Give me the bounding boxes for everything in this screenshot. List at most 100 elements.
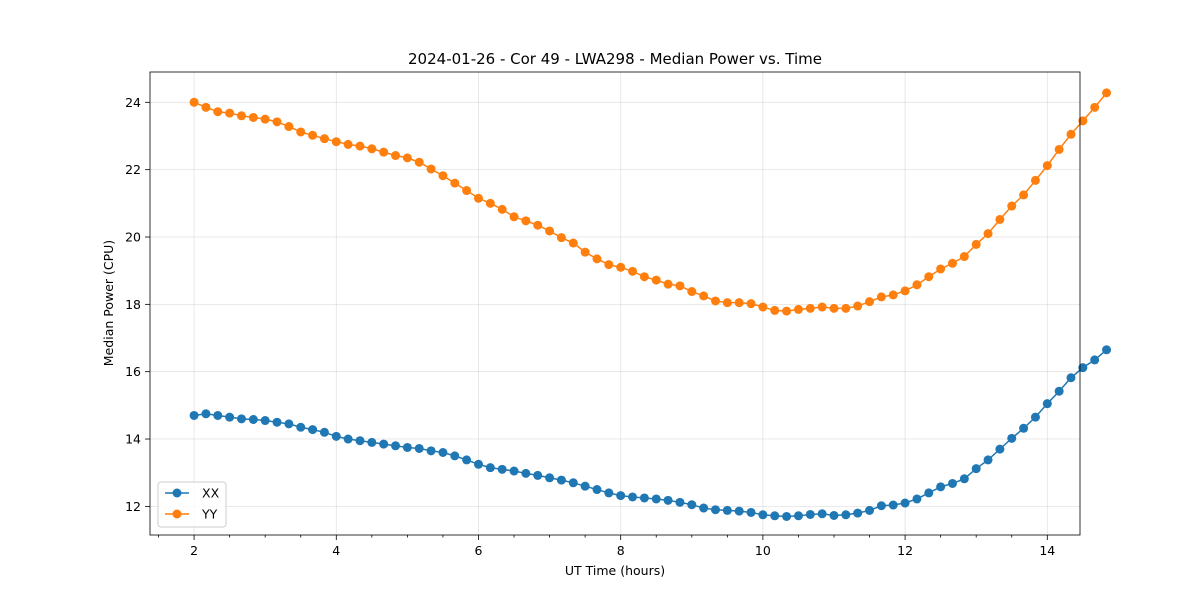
- data-point-yy: [450, 178, 460, 188]
- data-point-xx: [782, 511, 792, 521]
- data-point-yy: [959, 252, 969, 262]
- data-point-yy: [319, 134, 329, 144]
- data-point-yy: [1090, 102, 1100, 112]
- data-point-xx: [817, 509, 827, 519]
- data-point-yy: [746, 299, 756, 309]
- data-point-xx: [355, 436, 365, 446]
- data-point-xx: [450, 451, 460, 461]
- data-point-xx: [260, 416, 270, 426]
- y-tick-label: 16: [125, 364, 141, 379]
- data-point-xx: [473, 459, 483, 469]
- x-tick-label: 14: [1039, 543, 1055, 558]
- y-axis: 12 14 16 18 20 22 24: [125, 95, 150, 514]
- y-axis-label: Median Power (CPU): [101, 240, 116, 366]
- chart-title: 2024-01-26 - Cor 49 - LWA298 - Median Po…: [408, 50, 822, 68]
- data-point-yy: [663, 279, 673, 289]
- data-point-xx: [722, 505, 732, 515]
- data-point-yy: [687, 287, 697, 297]
- data-point-yy: [438, 171, 448, 181]
- data-point-xx: [616, 491, 626, 501]
- data-point-yy: [580, 247, 590, 257]
- data-point-yy: [710, 296, 720, 306]
- data-point-xx: [248, 415, 258, 424]
- data-point-xx: [758, 510, 768, 520]
- data-point-yy: [379, 147, 389, 157]
- data-point-xx: [888, 500, 898, 510]
- grid: [150, 72, 1080, 535]
- legend-entry-xx[interactable]: XX: [165, 486, 220, 501]
- data-point-yy: [722, 298, 732, 308]
- data-point-yy: [485, 198, 495, 208]
- data-point-xx: [959, 474, 969, 484]
- data-point-xx: [379, 439, 389, 449]
- data-point-xx: [391, 441, 401, 451]
- legend-entry-yy[interactable]: YY: [165, 507, 218, 522]
- plot-frame: [149, 71, 1081, 536]
- data-point-xx: [319, 427, 329, 437]
- data-point-yy: [1007, 201, 1017, 211]
- data-point-xx: [1078, 363, 1088, 373]
- data-point-xx: [734, 506, 744, 516]
- data-point-xx: [793, 511, 803, 521]
- data-point-yy: [675, 281, 685, 291]
- data-point-yy: [1066, 129, 1076, 139]
- data-point-yy: [841, 303, 851, 313]
- data-point-yy: [509, 212, 519, 222]
- data-point-yy: [556, 233, 566, 243]
- data-point-yy: [1054, 144, 1064, 154]
- data-point-yy: [189, 97, 199, 107]
- data-point-yy: [936, 264, 946, 274]
- y-tick-label: 24: [125, 95, 141, 110]
- data-point-yy: [770, 305, 780, 315]
- data-point-yy: [331, 137, 341, 147]
- x-tick-label: 4: [332, 543, 340, 558]
- data-point-xx: [189, 410, 199, 420]
- data-point-xx: [533, 470, 543, 480]
- data-point-xx: [983, 455, 993, 465]
- data-point-yy: [699, 291, 709, 301]
- data-point-yy: [651, 275, 661, 285]
- data-point-xx: [201, 409, 211, 419]
- data-point-xx: [284, 419, 294, 429]
- data-point-yy: [628, 266, 638, 276]
- data-point-xx: [1007, 433, 1017, 443]
- data-point-yy: [900, 286, 910, 296]
- data-point-xx: [699, 503, 709, 513]
- data-point-xx: [1019, 423, 1029, 433]
- data-point-xx: [936, 482, 946, 492]
- data-point-xx: [485, 463, 495, 473]
- data-point-yy: [983, 229, 993, 239]
- data-point-xx: [1030, 412, 1040, 422]
- data-point-yy: [272, 117, 282, 127]
- data-point-yy: [308, 130, 318, 140]
- legend-marker-yy: [172, 509, 182, 519]
- y-tick-label: 20: [125, 229, 141, 244]
- data-point-yy: [1042, 161, 1052, 171]
- data-point-xx: [1042, 399, 1052, 409]
- data-point-yy: [568, 238, 578, 248]
- data-point-yy: [462, 186, 472, 196]
- data-point-xx: [900, 498, 910, 508]
- data-point-xx: [770, 511, 780, 521]
- data-point-xx: [853, 508, 863, 518]
- data-point-yy: [829, 303, 839, 313]
- y-tick-label: 14: [125, 432, 141, 447]
- data-point-xx: [272, 417, 282, 427]
- data-point-xx: [592, 485, 602, 495]
- data-point-xx: [343, 434, 353, 444]
- data-point-xx: [497, 464, 507, 474]
- data-point-yy: [545, 226, 555, 236]
- data-point-yy: [876, 292, 886, 302]
- data-point-xx: [841, 510, 851, 520]
- data-point-yy: [473, 193, 483, 203]
- data-point-yy: [414, 157, 424, 167]
- y-tick-label: 22: [125, 162, 141, 177]
- data-point-xx: [710, 505, 720, 515]
- data-point-xx: [296, 422, 306, 432]
- data-point-yy: [639, 272, 649, 282]
- data-point-yy: [213, 107, 223, 117]
- data-point-yy: [1102, 88, 1112, 98]
- data-point-xx: [604, 488, 614, 498]
- x-tick-label: 6: [475, 543, 483, 558]
- legend-label-yy: YY: [201, 507, 218, 522]
